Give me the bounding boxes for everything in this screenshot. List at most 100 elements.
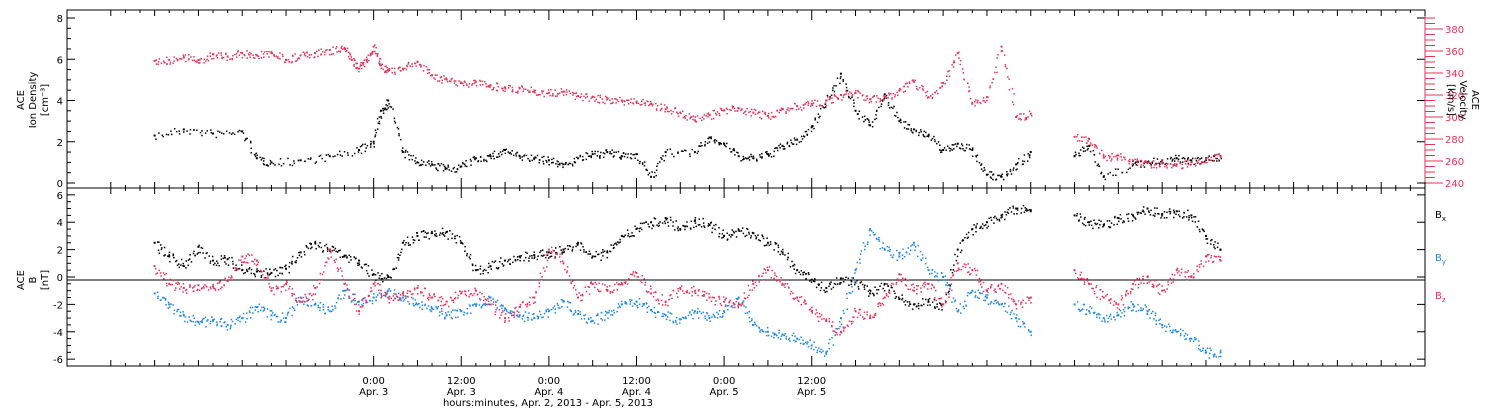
b-field-trace-point — [779, 338, 782, 340]
b-field-trace-point — [791, 334, 794, 337]
velocity-trace-point — [897, 94, 899, 97]
b-field-trace-point — [1140, 309, 1142, 312]
density-trace-point — [823, 107, 825, 109]
b-field-trace-point — [225, 326, 228, 328]
velocity-trace-point — [904, 90, 906, 92]
velocity-trace-point — [340, 47, 342, 49]
b-field-point — [1175, 269, 1178, 272]
b-field-trace-point — [977, 289, 980, 291]
b-field-trace-point — [192, 314, 195, 317]
b-field-point — [416, 303, 419, 306]
velocity-trace-point — [811, 100, 813, 102]
velocity-trace-point — [257, 55, 260, 58]
velocity-trace-point — [649, 100, 652, 103]
b-field-point — [533, 317, 536, 320]
b-field-trace-point — [306, 300, 308, 302]
velocity-point — [182, 56, 185, 59]
density-trace-point — [1153, 157, 1155, 160]
velocity-trace-point — [789, 107, 791, 110]
b-field-trace-point — [1096, 296, 1098, 299]
b-field-trace-point — [170, 303, 172, 305]
b-field-trace-point — [552, 249, 554, 252]
density-trace-point — [598, 156, 601, 158]
density-trace-point — [596, 155, 599, 157]
b-field-trace-point — [1102, 291, 1104, 293]
b-field-trace-point — [868, 295, 870, 297]
b-field-trace-point — [722, 236, 725, 239]
density-trace-point — [597, 150, 599, 153]
velocity-point — [1102, 156, 1105, 159]
b-field-trace-point — [315, 247, 317, 250]
velocity-trace-point — [1025, 116, 1028, 119]
density-trace-point — [736, 151, 738, 154]
b-field-trace-point — [787, 252, 790, 255]
b-field-trace-point — [1198, 266, 1201, 268]
velocity-trace-point — [313, 56, 316, 58]
density-trace-point — [867, 118, 869, 120]
b-field-trace-point — [1078, 220, 1080, 222]
b-field-trace-point — [858, 288, 860, 290]
density-point — [255, 157, 258, 160]
b-field-trace-point — [1011, 309, 1013, 312]
b-field-trace-point — [464, 293, 467, 295]
b-field-trace-point — [245, 268, 248, 271]
velocity-trace-point — [1008, 89, 1011, 91]
density-trace-point — [868, 124, 870, 126]
b-field-trace-point — [361, 267, 364, 269]
density-trace-point — [261, 157, 264, 159]
b-field-trace-point — [711, 231, 713, 234]
b-field-trace-point — [697, 294, 699, 297]
b-field-trace-point — [738, 230, 741, 232]
b-field-trace-point — [1146, 312, 1148, 315]
b-field-trace-point — [1080, 277, 1082, 280]
b-field-trace-point — [657, 298, 659, 301]
velocity-trace-point — [644, 104, 647, 106]
density-trace-point — [892, 107, 894, 109]
density-trace-point — [204, 132, 207, 134]
velocity-trace-point — [712, 109, 715, 112]
velocity-trace-point — [1091, 144, 1094, 146]
b-field-point — [708, 223, 711, 226]
b-field-trace-point — [663, 220, 666, 223]
density-trace-point — [490, 157, 492, 160]
b-field-trace-point — [1097, 227, 1100, 229]
velocity-trace-point — [475, 85, 478, 87]
velocity-trace-point — [746, 108, 748, 110]
b-field-trace-point — [341, 270, 343, 272]
velocity-trace-point — [896, 91, 898, 94]
b-field-trace-point — [857, 286, 860, 288]
density-trace-point — [465, 159, 467, 162]
b-field-trace-point — [450, 316, 453, 319]
density-trace-point — [853, 105, 855, 108]
b-field-trace-point — [740, 230, 743, 232]
b-field-trace-point — [617, 306, 619, 309]
density-trace-point — [960, 143, 963, 145]
b-field-trace-point — [169, 278, 172, 281]
density-trace-point — [557, 160, 559, 163]
b-field-point — [431, 296, 434, 299]
velocity-trace-point — [360, 67, 363, 70]
legend-bx: Bx — [1435, 210, 1446, 223]
velocity-trace-point — [870, 101, 873, 103]
b-field-point — [387, 289, 390, 292]
b-field-trace-point — [351, 300, 353, 302]
b-field-trace-point — [784, 333, 786, 335]
b-field-trace-point — [560, 249, 562, 251]
velocity-trace-point — [394, 73, 396, 75]
velocity-trace-point — [742, 112, 745, 114]
b-field-trace-point — [348, 295, 350, 297]
b-field-trace-point — [385, 294, 387, 296]
b-field-trace-point — [863, 288, 866, 291]
b-field-trace-point — [1105, 295, 1107, 297]
velocity-trace-point — [922, 89, 925, 91]
density-axis-label-line3: [cm⁻³] — [40, 84, 51, 116]
density-trace-point — [949, 150, 951, 152]
b-field-trace-point — [459, 308, 461, 311]
b-field-trace-point — [507, 259, 510, 261]
b-field-trace-point — [715, 223, 717, 226]
b-field-trace-point — [974, 291, 976, 293]
b-field-trace-point — [617, 283, 620, 286]
b-field-point — [299, 300, 302, 303]
b-field-trace-point — [1085, 313, 1088, 315]
b-field-trace-point — [654, 316, 657, 319]
